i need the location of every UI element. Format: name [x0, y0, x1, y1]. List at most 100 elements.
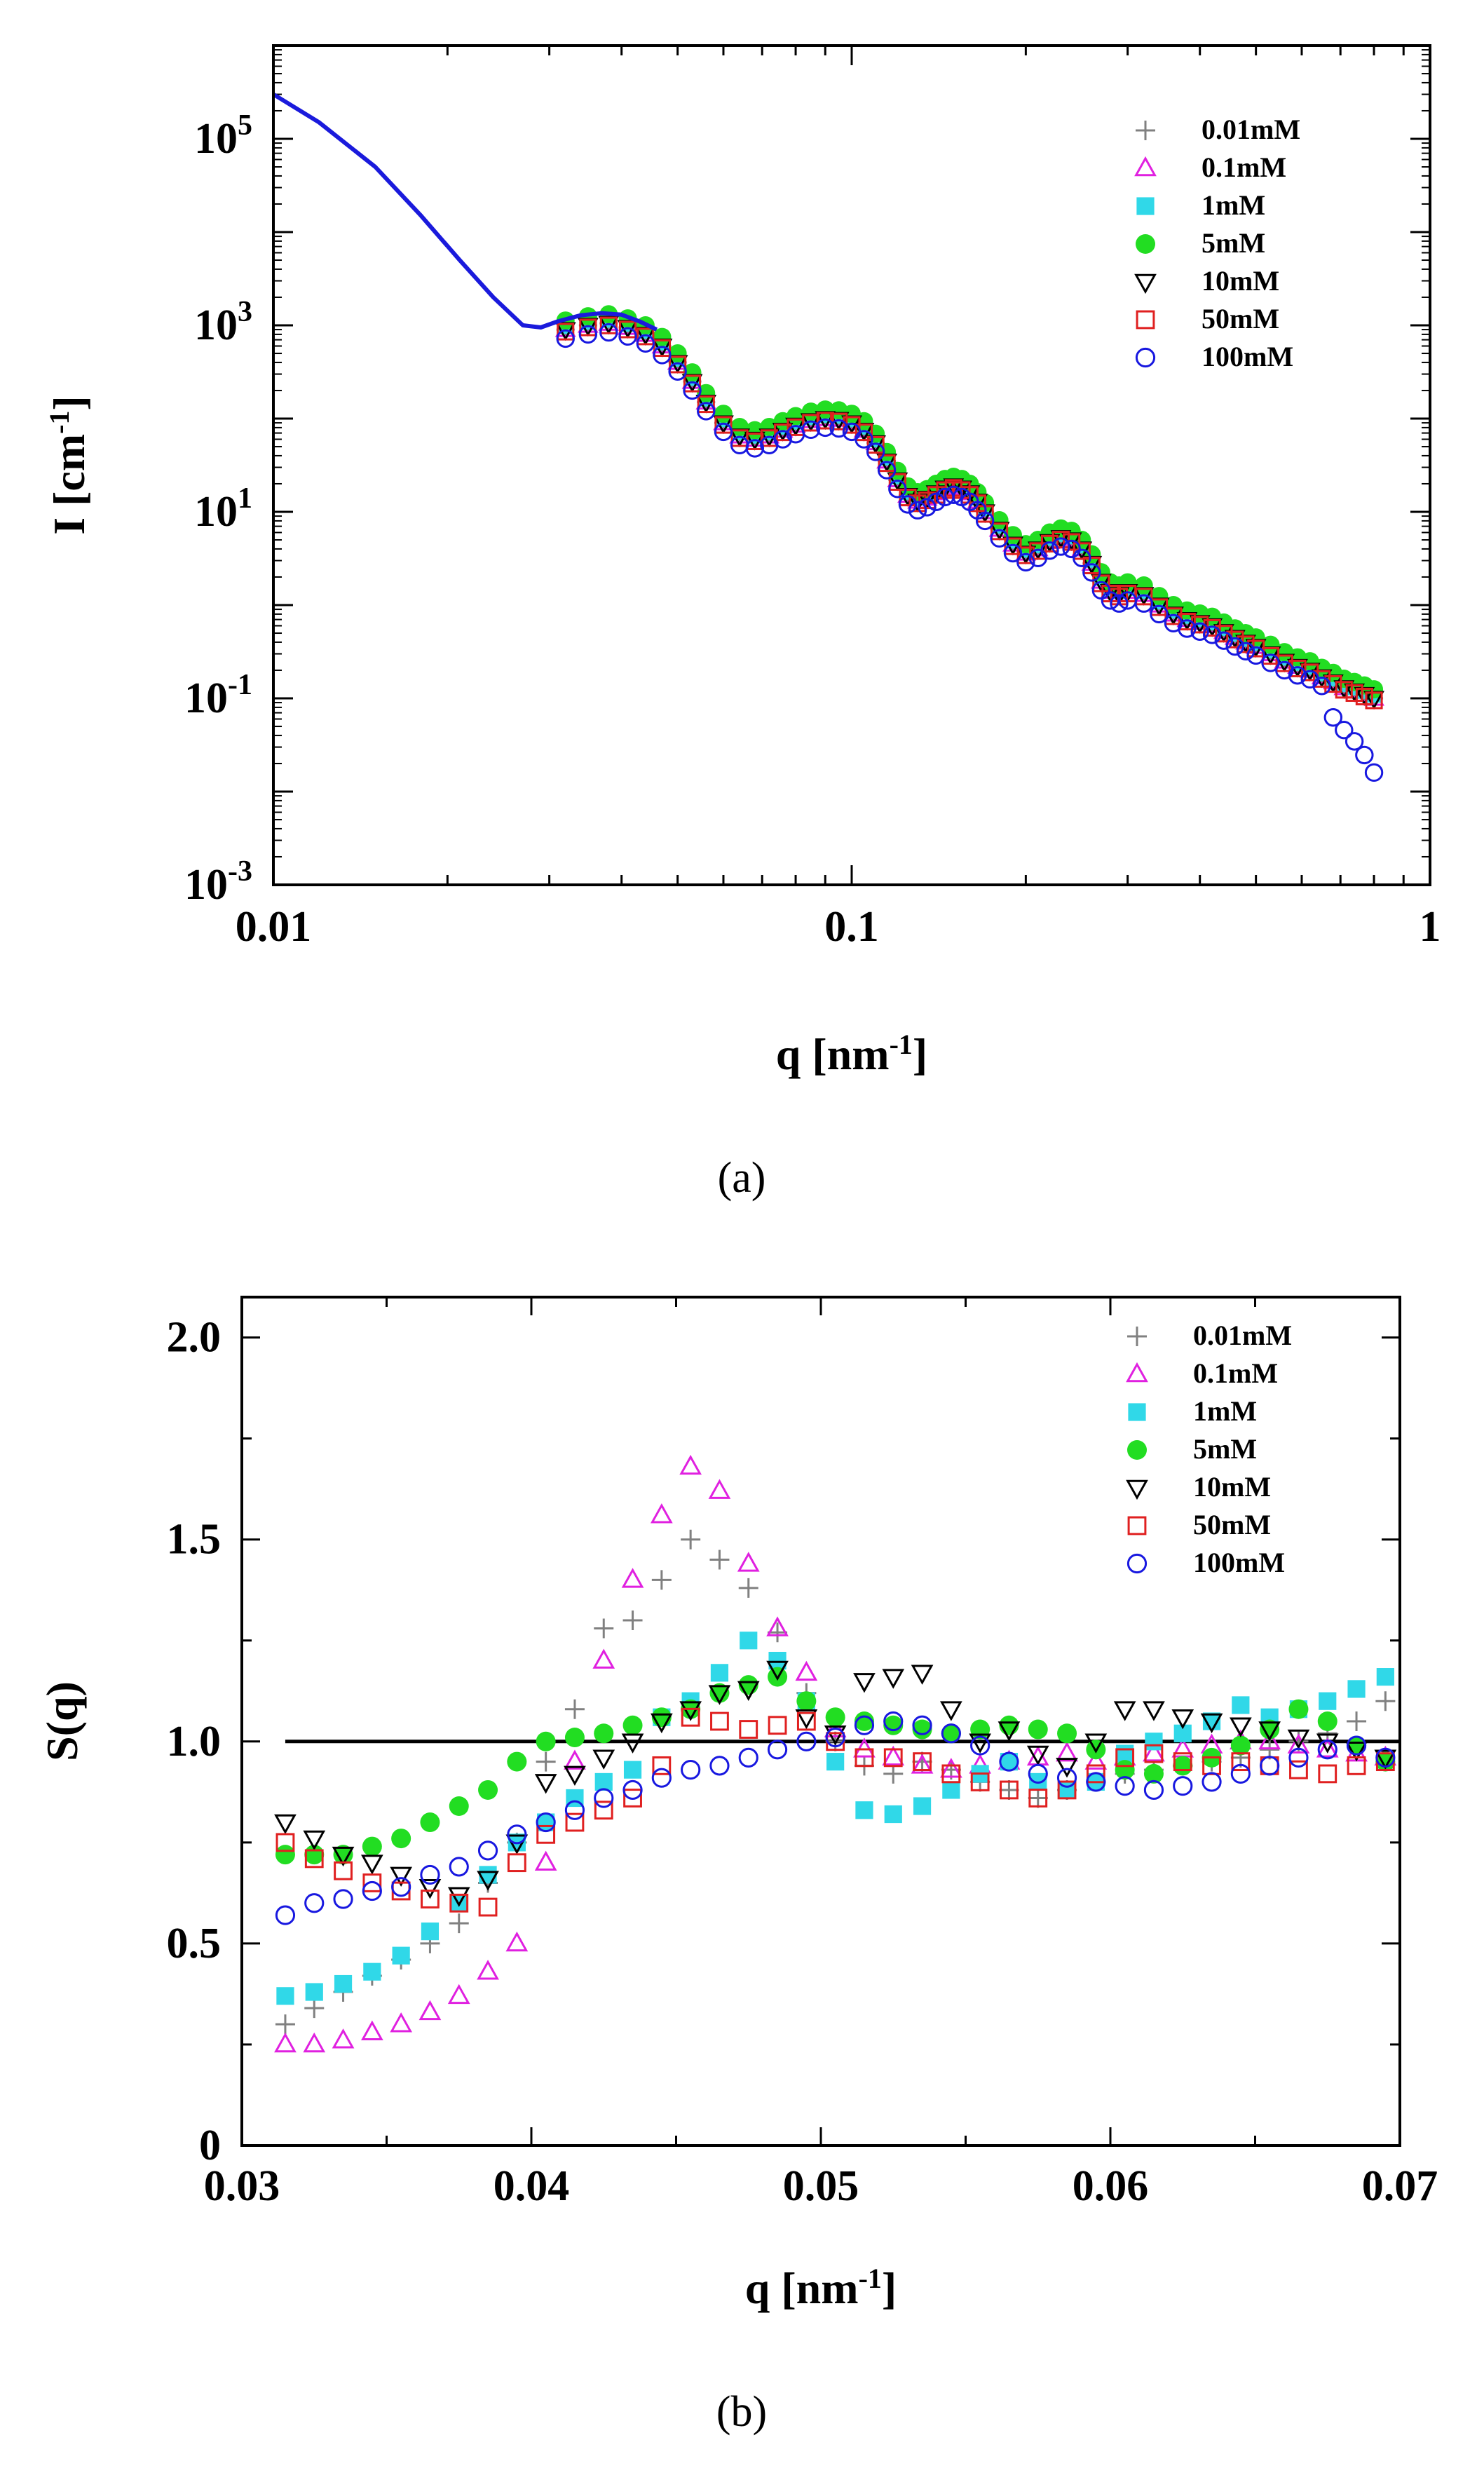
a-point: [918, 491, 937, 510]
a-point: [683, 381, 702, 400]
a-point: [855, 430, 873, 449]
a-point: [637, 327, 655, 346]
b-point: [362, 1880, 382, 1901]
b-point: [796, 1691, 817, 1711]
a-point: [918, 498, 937, 517]
b-point: [999, 1751, 1019, 1772]
a-legend-label: 10mM: [1202, 265, 1279, 297]
a-y-tick-base: 10: [184, 861, 228, 909]
b-point: [421, 1923, 440, 1941]
b-point: [477, 1960, 499, 1980]
b-point: [1028, 1789, 1048, 1808]
b-point: [768, 1716, 787, 1735]
b-point: [708, 1685, 731, 1705]
a-point: [1004, 537, 1022, 555]
b-point: [303, 2032, 326, 2053]
a-x-tick-label: 0.01: [236, 903, 312, 951]
a-point: [888, 480, 907, 499]
a-point: [1237, 635, 1255, 653]
b-point: [1230, 1735, 1251, 1756]
b-point: [275, 1845, 295, 1865]
b-point: [594, 1618, 614, 1639]
a-point: [714, 422, 733, 442]
b-legend-label: 1mM: [1193, 1395, 1257, 1427]
b-point: [274, 2032, 297, 2053]
a-point: [714, 416, 733, 434]
b-point: [478, 1897, 498, 1917]
b-point: [507, 1751, 527, 1772]
b-point: [853, 1673, 876, 1693]
b-point: [1143, 1763, 1164, 1784]
b-legend-label: 5mM: [1193, 1433, 1257, 1465]
b-point: [652, 1756, 672, 1775]
b-point: [1318, 1764, 1337, 1784]
a-point: [816, 412, 834, 430]
a-point: [1246, 646, 1265, 665]
a-point: [697, 384, 716, 402]
a-series-100mM: [556, 323, 1384, 782]
b-point: [998, 1721, 1021, 1742]
b-point: [939, 1701, 962, 1721]
a-legend-marker: [1134, 156, 1157, 177]
b-point: [1375, 1691, 1396, 1711]
b-point: [592, 1648, 615, 1669]
a-point: [801, 402, 820, 421]
a-point: [787, 407, 805, 426]
b-point: [1145, 1733, 1163, 1751]
b-point: [882, 1745, 905, 1766]
b-point: [1000, 1780, 1019, 1800]
a-point: [1190, 622, 1209, 641]
a-point: [1225, 637, 1244, 656]
b-point: [276, 1987, 294, 2005]
b-point: [622, 1715, 643, 1735]
b-point: [883, 1763, 904, 1784]
b-x-tick-label: 0.04: [493, 2162, 570, 2210]
a-point: [888, 473, 906, 491]
b-point: [1173, 1752, 1192, 1772]
b-legend-label: 0.01mM: [1193, 1320, 1292, 1351]
a-point: [1134, 576, 1153, 595]
b-point: [855, 1801, 873, 1819]
a-point: [1134, 594, 1153, 613]
b-point: [939, 1758, 962, 1778]
b-point: [621, 1733, 644, 1754]
b-plot-frame: [240, 1296, 1401, 2147]
b-legend-marker: [1127, 1440, 1147, 1460]
b-point: [681, 1529, 701, 1550]
b-point: [622, 1610, 643, 1630]
a-point: [1150, 587, 1169, 606]
b-point: [1143, 1779, 1164, 1801]
a-point: [877, 461, 897, 480]
b-point: [449, 1893, 469, 1913]
b-tick-labels: 0.03 0.04 0.05 0.06 0.07 0 0.5 1.0 1.5 2.0: [167, 1314, 1438, 2210]
b-point: [796, 1731, 817, 1751]
b-point: [1346, 1735, 1367, 1756]
b-point: [392, 1946, 410, 1965]
b-point: [303, 1830, 326, 1851]
a-point: [1203, 618, 1221, 637]
a-point: [1016, 546, 1035, 564]
b-point: [1144, 1744, 1164, 1763]
b-point: [650, 1713, 673, 1734]
b-point: [507, 1853, 526, 1873]
a-point: [714, 405, 733, 423]
a-point: [1016, 552, 1035, 572]
a-point: [1178, 619, 1197, 638]
a-point: [578, 325, 598, 344]
b-point: [941, 1723, 961, 1744]
b-legend-label: 0.1mM: [1193, 1357, 1278, 1389]
a-point: [1003, 543, 1023, 563]
b-point: [1347, 1756, 1366, 1775]
b-point: [477, 1840, 498, 1861]
b-point: [1086, 1772, 1106, 1792]
b-point: [709, 1550, 730, 1570]
b-point: [911, 1664, 934, 1685]
a-data-marks: [272, 92, 1384, 782]
b-point: [941, 1764, 961, 1784]
b-point: [853, 1737, 876, 1758]
b-point: [854, 1711, 874, 1731]
a-point: [1226, 630, 1244, 649]
b-point: [912, 1719, 932, 1740]
b-point: [911, 1754, 934, 1774]
